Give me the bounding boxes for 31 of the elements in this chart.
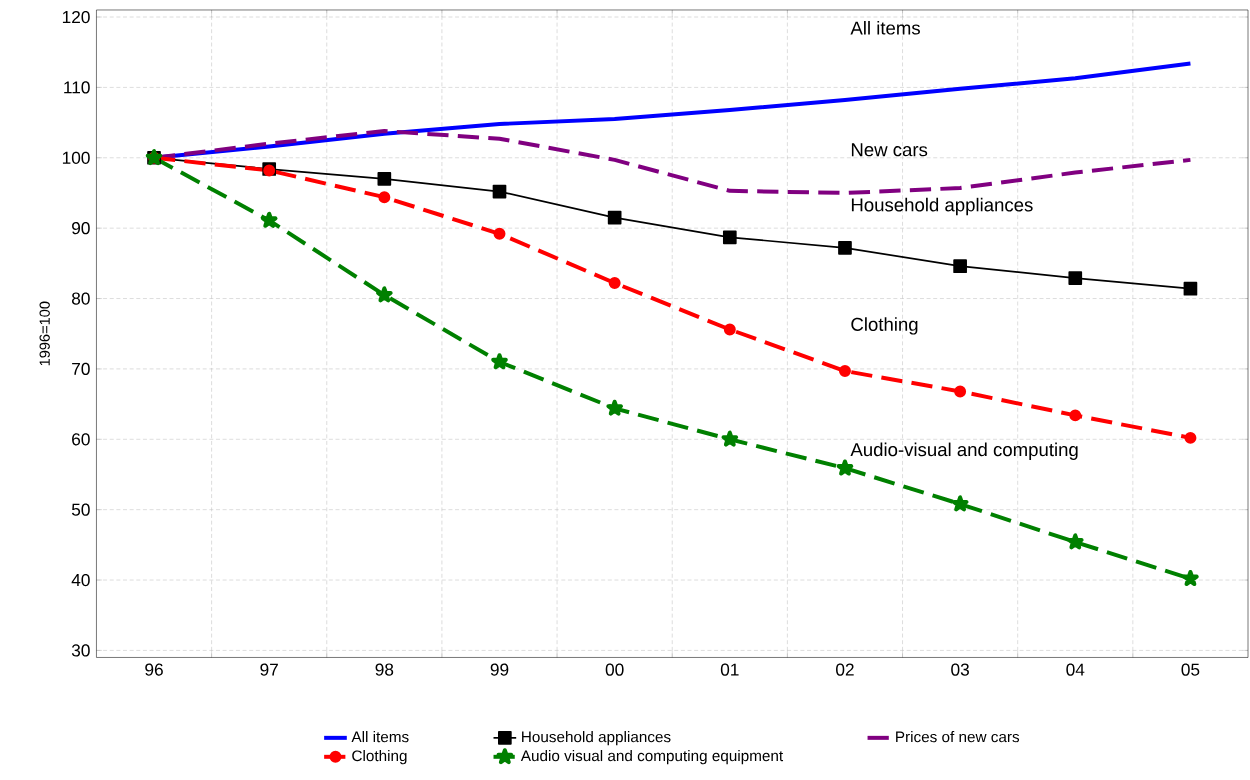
y-axis-title: 1996=100	[39, 301, 50, 366]
y-tick-label: 30	[71, 644, 90, 657]
y-tick-label: 50	[71, 503, 90, 516]
y-tick-label: 120	[62, 10, 90, 24]
x-tick-label: 96	[145, 663, 163, 676]
annotation: All items	[850, 20, 920, 35]
legend-label: Prices of new cars	[896, 731, 1020, 743]
x-tick-label: 01	[720, 663, 739, 676]
x-tick-label: 04	[1066, 663, 1085, 676]
annotation: Clothing	[851, 317, 918, 335]
annotation: Audio-visual and computing	[850, 442, 1078, 460]
x-tick-label: 00	[605, 663, 624, 676]
legend-label: All items	[351, 731, 409, 743]
y-tick-label: 90	[72, 222, 90, 235]
x-tick-label: 02	[836, 663, 854, 676]
x-tick-label: 05	[1181, 663, 1200, 676]
legend-label: Clothing	[352, 750, 407, 765]
y-tick-label: 100	[62, 151, 90, 164]
x-tick-label: 98	[375, 663, 394, 676]
x-tick-label: 99	[490, 663, 509, 676]
x-tick-label: 97	[260, 663, 278, 676]
annotation: Household appliances	[851, 197, 1033, 216]
y-tick-label: 80	[71, 292, 90, 305]
y-tick-label: 110	[64, 81, 90, 94]
y-tick-label: 70	[72, 362, 90, 376]
legend-label: Household appliances	[522, 731, 671, 746]
annotation: New cars	[851, 143, 928, 157]
y-tick-label: 60	[72, 433, 90, 446]
legend-label: Audio visual and computing equipment	[520, 750, 784, 765]
y-tick-label: 40	[71, 573, 90, 587]
x-tick-label: 03	[951, 663, 969, 676]
